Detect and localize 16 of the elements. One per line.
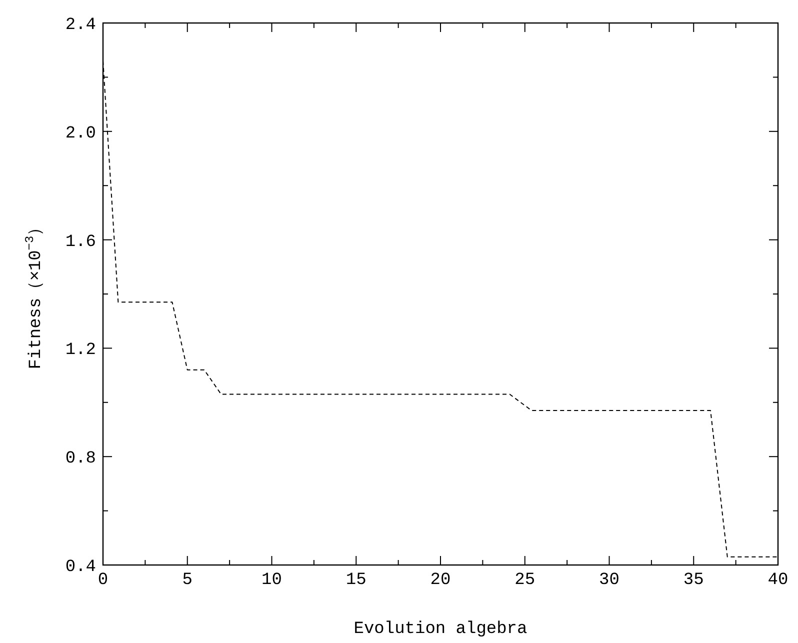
x-tick-label: 35 bbox=[683, 571, 704, 590]
y-tick-label: 0.4 bbox=[65, 558, 96, 577]
x-tick-label: 30 bbox=[599, 571, 620, 590]
y-tick-label: 2.0 bbox=[65, 124, 96, 144]
x-tick-label: 40 bbox=[768, 571, 788, 590]
x-tick-label: 10 bbox=[262, 571, 282, 590]
y-tick-label: 0.8 bbox=[65, 450, 96, 469]
y-tick-label: 1.6 bbox=[65, 232, 96, 252]
y-tick-label: 1.2 bbox=[65, 341, 96, 360]
y-tick-label: 2.4 bbox=[65, 16, 96, 35]
x-tick-label: 0 bbox=[98, 571, 108, 590]
x-tick-label: 5 bbox=[182, 571, 192, 590]
x-tick-label: 15 bbox=[346, 571, 366, 590]
x-tick-label: 20 bbox=[430, 571, 451, 590]
x-axis-title: Evolution algebra bbox=[354, 620, 528, 639]
x-tick-label: 25 bbox=[514, 571, 536, 590]
